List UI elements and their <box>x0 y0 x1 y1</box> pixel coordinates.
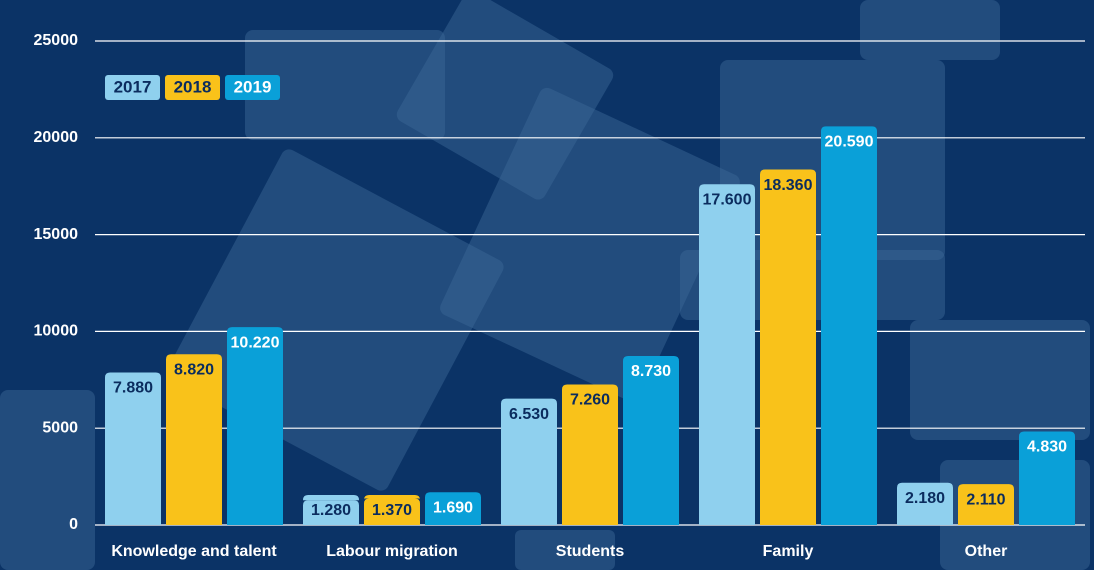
legend: 2017 2018 2019 <box>105 75 280 100</box>
value-label: 10.220 <box>231 334 280 351</box>
bar <box>303 500 359 525</box>
value-label: 1.370 <box>372 502 412 519</box>
bar <box>562 384 618 525</box>
value-label: 7.260 <box>570 392 610 409</box>
value-label-box <box>303 495 359 501</box>
value-label: 6.530 <box>509 406 549 423</box>
y-tick-label: 0 <box>69 516 78 533</box>
legend-swatch <box>105 75 160 100</box>
legend-label: 2017 <box>114 77 152 96</box>
legend-label: 2019 <box>234 77 272 96</box>
bar <box>227 327 283 525</box>
y-tick-label: 15000 <box>34 226 79 243</box>
value-label: 1.280 <box>311 502 351 519</box>
y-tick-label: 5000 <box>42 419 78 436</box>
y-tick-label: 25000 <box>34 32 79 49</box>
value-label: 17.600 <box>703 191 752 208</box>
x-tick-label: Knowledge and talent <box>111 543 277 560</box>
bar <box>623 355 679 525</box>
x-tick-label: Labour migration <box>326 543 458 560</box>
value-label: 18.360 <box>764 177 813 194</box>
bar <box>364 498 420 525</box>
x-tick-label: Family <box>763 543 814 560</box>
bar <box>166 354 222 525</box>
value-label: 2.110 <box>966 491 1005 508</box>
value-label: 2.180 <box>905 490 945 507</box>
value-label-box <box>364 495 420 500</box>
x-tick-label: Students <box>556 543 625 560</box>
value-label: 8.730 <box>631 363 671 380</box>
value-label: 8.820 <box>174 361 214 378</box>
legend-swatch <box>225 75 280 100</box>
value-label: 1.690 <box>433 500 473 517</box>
value-label: 4.830 <box>1027 439 1067 456</box>
bar <box>699 184 755 525</box>
bar <box>821 126 877 526</box>
y-tick-label: 10000 <box>34 323 79 340</box>
legend-swatch <box>165 75 220 100</box>
legend-label: 2018 <box>174 77 212 96</box>
y-tick-label: 20000 <box>34 129 79 146</box>
bar <box>958 484 1014 525</box>
bar <box>897 482 953 525</box>
x-tick-label: Other <box>965 543 1008 560</box>
bar <box>425 492 481 525</box>
bar <box>760 169 816 525</box>
value-label: 7.880 <box>113 380 153 397</box>
bar <box>1019 431 1075 525</box>
bar <box>501 398 557 525</box>
bar <box>105 372 161 525</box>
value-label: 20.590 <box>825 134 874 151</box>
